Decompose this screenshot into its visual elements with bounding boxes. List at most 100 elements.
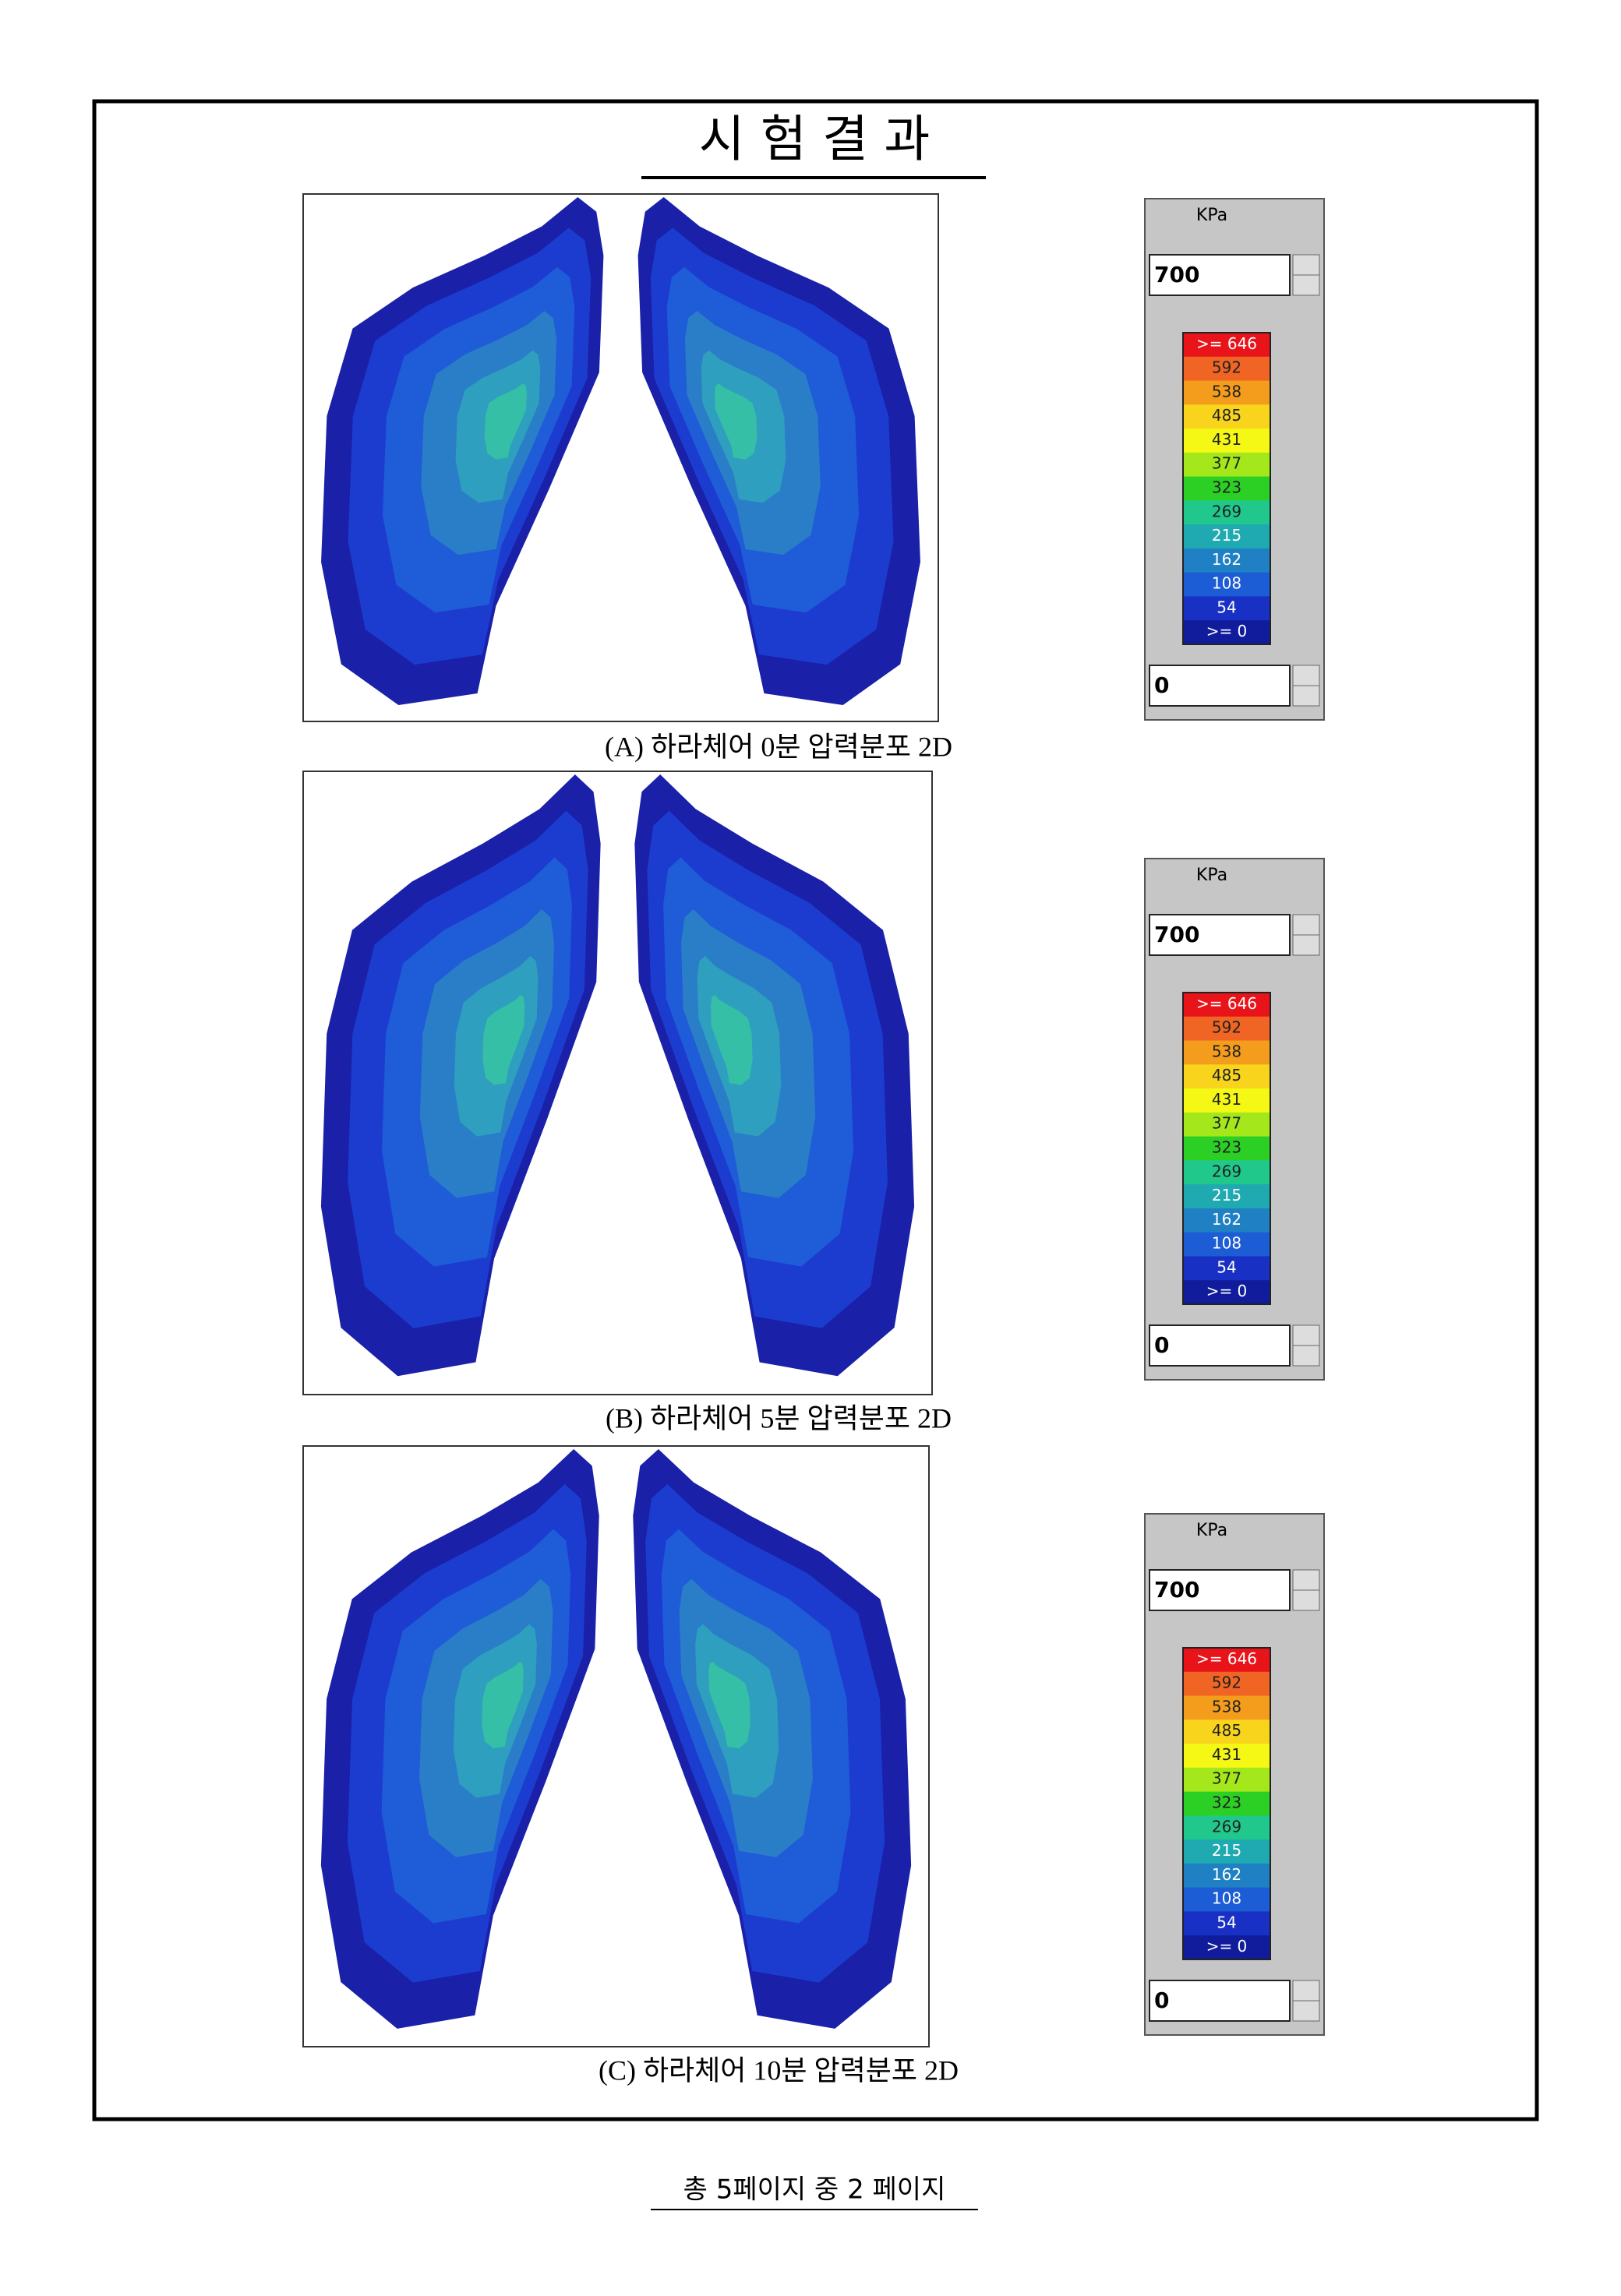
legend-bin xyxy=(1183,429,1270,453)
legend-label: 162 xyxy=(1212,1210,1241,1229)
legend-label: >= 0 xyxy=(1206,1937,1248,1956)
legend-label: 592 xyxy=(1212,1018,1241,1037)
legend-label: 377 xyxy=(1212,1114,1241,1133)
pressure-region xyxy=(715,383,758,460)
legend-bin xyxy=(1183,333,1270,358)
spin-button xyxy=(1292,934,1320,956)
min-value: 0 xyxy=(1154,1987,1169,2013)
spin-button xyxy=(1292,685,1320,707)
outer-frame xyxy=(92,99,1539,2121)
pressure-region xyxy=(710,994,753,1085)
min-box xyxy=(1149,1980,1291,2022)
legend-bin xyxy=(1183,1136,1270,1161)
spin-button xyxy=(1292,2000,1320,2022)
legend-label: >= 646 xyxy=(1196,994,1257,1013)
legend-label: 592 xyxy=(1212,1674,1241,1692)
legend-bin xyxy=(1183,596,1270,621)
spin-button xyxy=(1292,665,1320,686)
legend-label: 538 xyxy=(1212,1697,1241,1716)
map-caption: (C) 하라체어 10분 압력분포 2D xyxy=(599,2054,959,2086)
legend-bin xyxy=(1183,572,1270,597)
legend-label: 485 xyxy=(1212,1066,1241,1085)
legend-bin xyxy=(1183,620,1270,645)
legend-label: 538 xyxy=(1212,1042,1241,1060)
legend-bin xyxy=(1183,1671,1270,1697)
legend-label: 54 xyxy=(1217,598,1236,616)
spin-button xyxy=(1292,914,1320,936)
legend-bar-border xyxy=(1182,992,1271,1305)
legend-label: 431 xyxy=(1212,1745,1241,1764)
spin-button xyxy=(1292,1589,1320,1611)
legend-label: 592 xyxy=(1212,358,1241,377)
spin-button xyxy=(1292,1345,1320,1367)
legend-label: 108 xyxy=(1212,574,1241,593)
legend-bin xyxy=(1183,1695,1270,1720)
min-box xyxy=(1149,665,1291,707)
pressure-region xyxy=(708,1661,750,1749)
legend-label: 377 xyxy=(1212,454,1241,473)
spin-button xyxy=(1292,1569,1320,1591)
page-footer: 총 5페이지 중 2 페이지 xyxy=(683,2174,946,2206)
legend-label: 215 xyxy=(1212,1186,1241,1204)
legend-bin xyxy=(1183,548,1270,573)
legend-label: 431 xyxy=(1212,430,1241,449)
legend-label: 215 xyxy=(1212,526,1241,545)
unit-label: KPa xyxy=(1196,866,1227,885)
legend-bin xyxy=(1183,1935,1270,1960)
legend-bar-border xyxy=(1182,1647,1271,1960)
legend-bin xyxy=(1183,1016,1270,1042)
pressure-map xyxy=(320,774,915,1377)
legend-label: 108 xyxy=(1212,1889,1241,1908)
legend-label: 215 xyxy=(1212,1841,1241,1860)
unit-label: KPa xyxy=(1196,1521,1227,1540)
max-value: 700 xyxy=(1154,262,1199,287)
legend-bin xyxy=(1183,1911,1270,1936)
legend-bin xyxy=(1183,380,1270,405)
doc-title: 시 험 결 과 xyxy=(699,111,931,169)
map-caption: (A) 하라체어 0분 압력분포 2D xyxy=(605,731,952,762)
min-box xyxy=(1149,1324,1291,1367)
spin-button xyxy=(1292,254,1320,276)
legend-label: 54 xyxy=(1217,1913,1236,1931)
legend-label: 323 xyxy=(1212,478,1241,497)
min-value: 0 xyxy=(1154,1332,1169,1358)
legend-bin xyxy=(1183,1112,1270,1137)
legend-label: 538 xyxy=(1212,382,1241,400)
legend-label: 485 xyxy=(1212,1721,1241,1740)
pressure-region xyxy=(482,994,525,1085)
legend-bin xyxy=(1183,1744,1270,1769)
legend-bin xyxy=(1183,1208,1270,1233)
legend-label: 108 xyxy=(1212,1234,1241,1253)
unit-label: KPa xyxy=(1196,206,1227,225)
legend-bin xyxy=(1183,1064,1270,1089)
legend-label: 377 xyxy=(1212,1769,1241,1788)
legend-bin xyxy=(1183,1184,1270,1209)
max-value: 700 xyxy=(1154,1577,1199,1603)
legend-bin xyxy=(1183,1887,1270,1912)
max-box xyxy=(1149,914,1291,956)
legend-bin xyxy=(1183,1815,1270,1840)
legend-label: 485 xyxy=(1212,406,1241,425)
legend-label: 269 xyxy=(1212,502,1241,520)
legend-label: 269 xyxy=(1212,1817,1241,1836)
spin-button xyxy=(1292,1980,1320,2002)
legend-label: 323 xyxy=(1212,1793,1241,1812)
legend-bin xyxy=(1183,524,1270,549)
legend-label: >= 646 xyxy=(1196,334,1257,353)
pressure-map xyxy=(320,1449,912,2029)
legend-label: 54 xyxy=(1217,1257,1236,1276)
pressure-region xyxy=(484,383,527,460)
max-box xyxy=(1149,254,1291,296)
max-value: 700 xyxy=(1154,922,1199,947)
map-caption: (B) 하라체어 5분 압력분포 2D xyxy=(606,1402,952,1434)
legend-bin xyxy=(1183,476,1270,501)
legend-bin xyxy=(1183,1839,1270,1864)
legend-bin xyxy=(1183,1863,1270,1889)
spin-button xyxy=(1292,1324,1320,1346)
pressure-map xyxy=(321,197,920,706)
legend-bin xyxy=(1183,1767,1270,1793)
max-box xyxy=(1149,1569,1291,1611)
legend-label: >= 0 xyxy=(1206,622,1248,640)
